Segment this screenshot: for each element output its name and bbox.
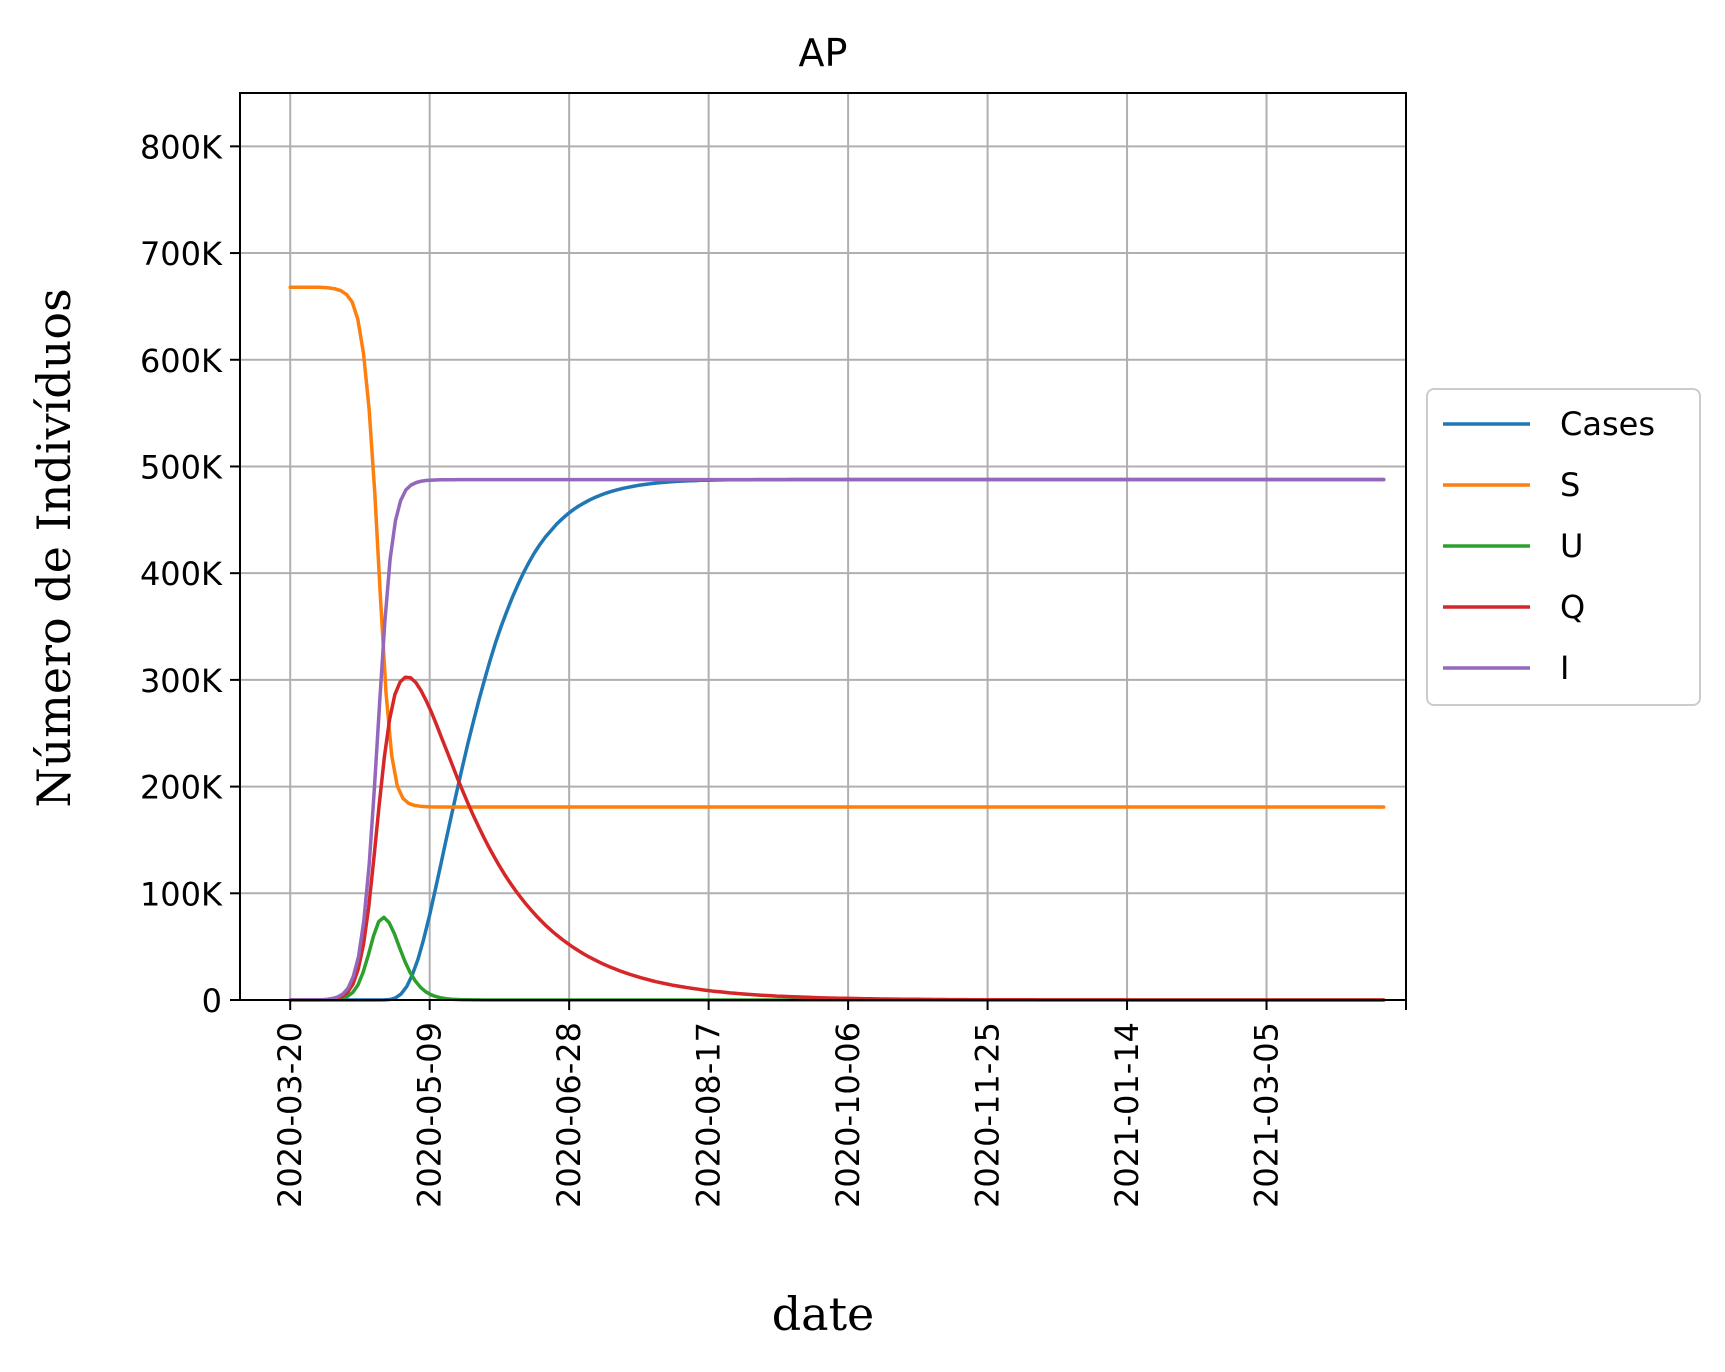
y-tick-label: 400K [140, 555, 223, 593]
y-tick-label: 800K [140, 128, 223, 166]
x-tick-label: 2020-10-06 [829, 1022, 867, 1208]
x-axis-label: date [772, 1287, 875, 1341]
y-tick-label: 200K [140, 769, 223, 807]
y-tick-label: 500K [140, 448, 223, 486]
x-tick-label: 2020-06-28 [550, 1022, 588, 1208]
x-tick-label: 2020-08-17 [690, 1022, 728, 1208]
legend-label-q: Q [1560, 588, 1585, 626]
series-line-s [288, 285, 1386, 809]
legend-label-s: S [1560, 466, 1580, 504]
chart-title: AP [799, 31, 848, 75]
x-tick-label: 2020-11-25 [969, 1022, 1007, 1208]
legend-box [1426, 388, 1701, 706]
y-tick-label: 600K [140, 342, 223, 380]
y-axis-label: Número de Indivíduos [27, 288, 81, 807]
x-tick-label: 2020-03-20 [271, 1022, 309, 1208]
plot-frame [239, 92, 1407, 1001]
legend-label-cases: Cases [1560, 405, 1655, 443]
y-tick-label: 100K [140, 875, 223, 913]
y-tick-label: 0 [202, 982, 222, 1020]
x-tick-label: 2021-01-14 [1108, 1022, 1146, 1208]
x-axis: 2020-03-20 2020-05-09 2020-06-28 2020-08-17… [271, 1000, 1407, 1208]
series-line-i [288, 477, 1386, 1002]
y-axis: 0 100K 200K 300K 400K 500K 600K 700K 800K [140, 128, 240, 1020]
x-tick-label: 2020-05-09 [411, 1022, 449, 1208]
legend-label-i: I [1560, 649, 1569, 687]
legend-label-u: U [1560, 527, 1583, 565]
y-tick-label: 300K [140, 662, 223, 700]
x-tick-label: 2021-03-05 [1248, 1022, 1286, 1208]
grid-lines [240, 93, 1406, 1001]
y-tick-label: 700K [140, 235, 223, 273]
